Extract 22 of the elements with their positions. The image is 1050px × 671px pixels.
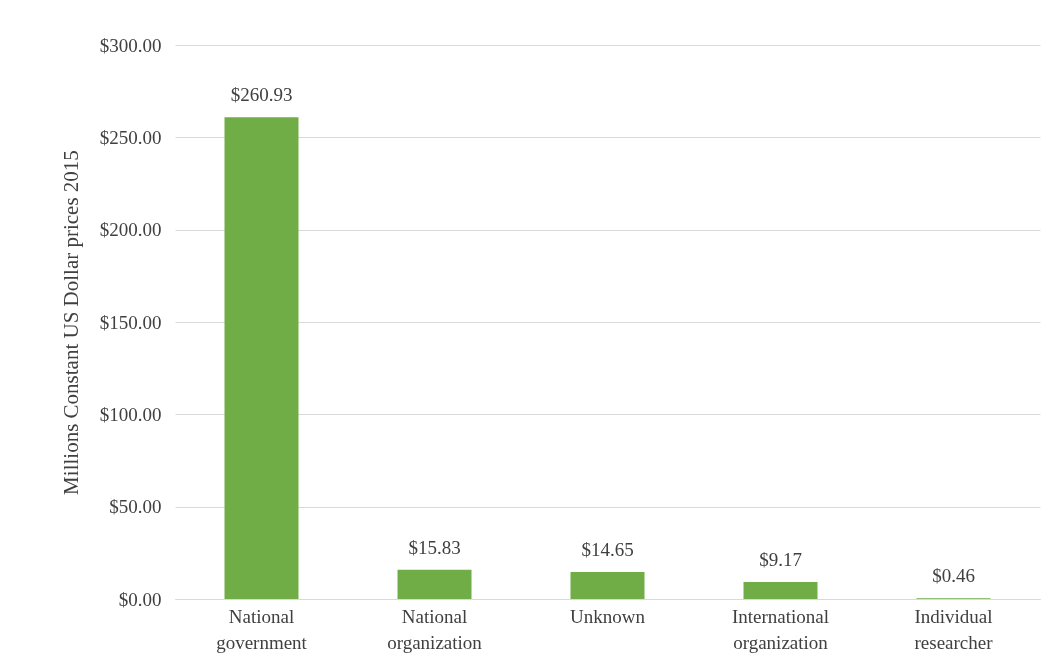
bar	[570, 571, 645, 599]
data-label: $0.46	[932, 565, 975, 587]
x-tick-label: Individual researcher	[914, 605, 994, 653]
y-tick-label: $150.00	[99, 311, 162, 333]
y-tick-label: $100.00	[99, 403, 162, 425]
y-axis-title: Millions Constant US Dollar prices 2015	[58, 150, 83, 495]
data-label: $9.17	[759, 549, 802, 571]
data-label: $260.93	[230, 84, 293, 106]
x-tick-label: International organization	[731, 605, 830, 653]
y-tick-label: $300.00	[99, 34, 162, 56]
data-label: $14.65	[581, 538, 634, 560]
data-label: $15.83	[408, 536, 461, 558]
x-tick-label: National organization	[387, 605, 483, 653]
y-tick-label: $50.00	[109, 496, 162, 518]
y-tick-label: $250.00	[99, 126, 162, 148]
bar	[397, 569, 472, 599]
y-tick-label: $200.00	[99, 219, 162, 241]
y-tick-label: $0.00	[118, 588, 162, 610]
x-tick-label: National government	[216, 605, 308, 653]
bar	[224, 117, 299, 599]
bar	[743, 582, 818, 599]
x-tick-label: Unknown	[570, 605, 646, 627]
